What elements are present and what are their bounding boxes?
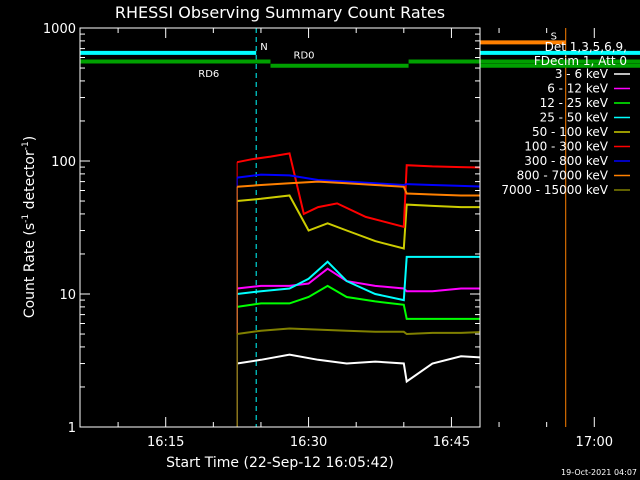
plot-frame [79, 27, 481, 428]
y-axis-label-part1: Count Rate (s [22, 223, 38, 318]
legend-label-8: 7000 - 15000 keV [501, 183, 608, 197]
status-label-rd6: RD6 [198, 69, 219, 80]
y-axis-label-part2: detector [22, 150, 38, 214]
legend-label-3: 25 - 50 keV [540, 111, 609, 125]
x-tick-label-3: 17:00 [576, 435, 613, 450]
vertical-markers [255, 28, 567, 427]
status-label-rd0: RD0 [294, 50, 315, 61]
legend-label-2: 12 - 25 keV [540, 96, 609, 110]
x-axis-label: Start Time (22-Sep-12 16:05:42) [166, 455, 394, 471]
x-tick-label-0: 16:15 [147, 435, 184, 450]
y-axis-label-part3: ) [22, 136, 38, 141]
x-tick-label-1: 16:30 [290, 435, 327, 450]
series-group [236, 152, 480, 427]
legend-label-6: 300 - 800 keV [524, 154, 608, 168]
series-0-segment-0 [236, 353, 480, 384]
y-tick-label-1: 10 [59, 288, 76, 303]
series-8-segment-0 [236, 327, 480, 336]
y-axis-label: Count Rate (s-1 detector-1) [21, 136, 38, 318]
axes-group: 110100100016:1516:3016:4517:0017:1517:30… [43, 22, 613, 450]
timestamp: 19-Oct-2021 04:07 [561, 468, 637, 477]
legend-label-1: 6 - 12 keV [547, 82, 609, 96]
status-labels: N S RD0 RD6 [198, 31, 557, 79]
series-3-segment-0 [236, 255, 480, 302]
legend-label-0: 3 - 6 keV [555, 67, 609, 81]
series-8 [236, 327, 480, 427]
series-7-segment-0 [237, 180, 480, 197]
series-2-segment-0 [236, 284, 480, 320]
status-bars [80, 40, 640, 68]
legend-header-2: FDecim 1, Att 0 [534, 54, 627, 68]
series-1-segment-0 [236, 267, 480, 293]
legend: Det 1,3,5,6,9, FDecim 1, Att 0 3 - 6 keV… [501, 40, 630, 197]
legend-label-7: 800 - 7000 keV [517, 169, 609, 183]
legend-header-1: Det 1,3,5,6,9, [545, 40, 627, 54]
x-tick-label-2: 16:45 [433, 435, 470, 450]
y-tick-label-3: 1000 [43, 22, 76, 37]
chart-title: RHESSI Observing Summary Count Rates [115, 3, 445, 22]
series-6-segment-0 [236, 173, 480, 188]
y-tick-label-2: 100 [51, 155, 76, 170]
status-label-night: N [260, 42, 267, 53]
status-label-saa: S [551, 31, 557, 42]
series-4-segment-0 [237, 194, 480, 250]
y-axis-label-sup2: -1 [21, 141, 31, 150]
legend-label-5: 100 - 300 keV [524, 140, 608, 154]
y-tick-label-0: 1 [68, 421, 76, 436]
legend-label-4: 50 - 100 keV [532, 125, 609, 139]
y-axis-label-sup1: -1 [21, 214, 31, 223]
series-5-segment-0 [236, 152, 480, 229]
